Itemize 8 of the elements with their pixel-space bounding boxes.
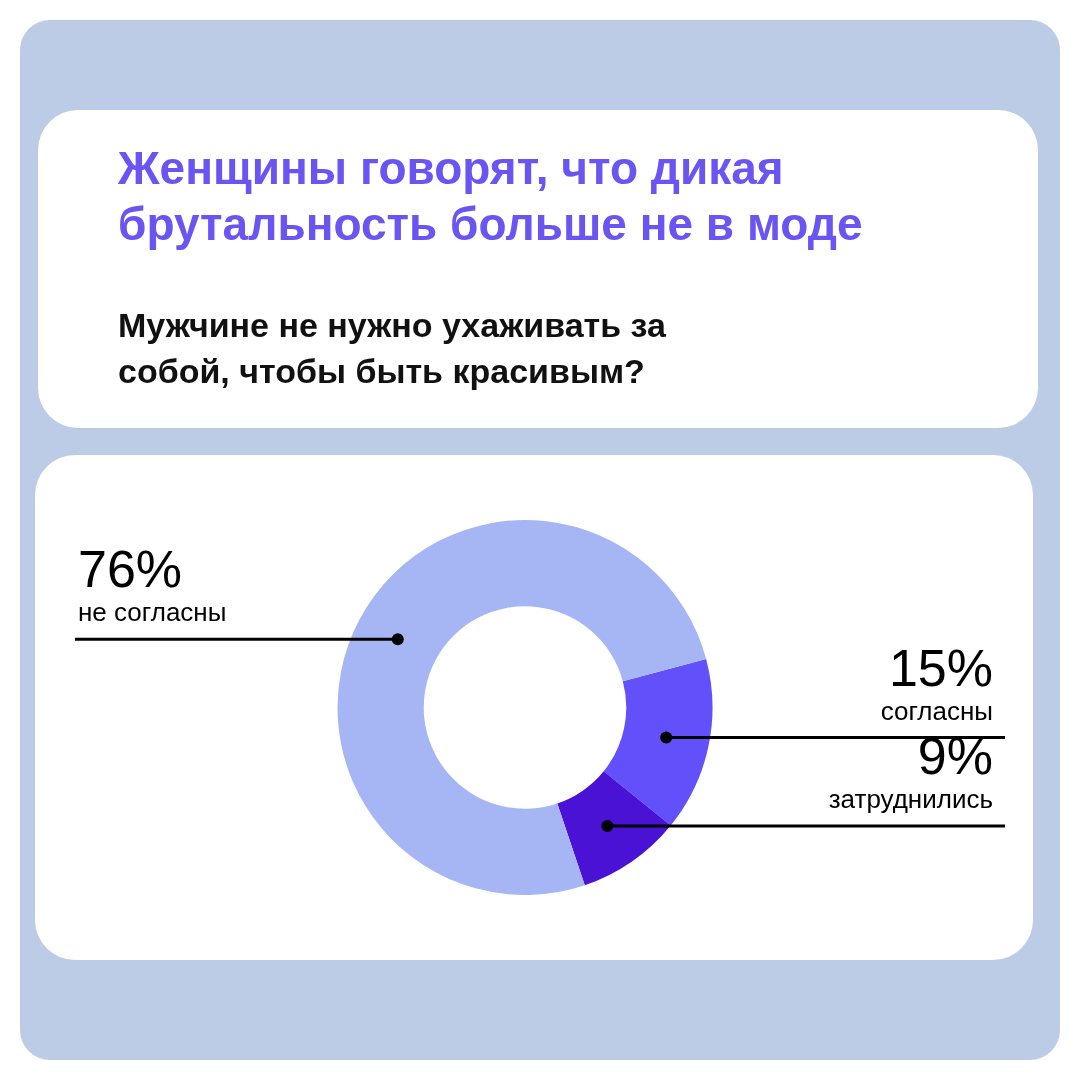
chart-subtitle: Мужчине не нужно ухаживать за собой, чтобы быть красивым? [118, 305, 667, 392]
data-label: 76% [78, 540, 183, 599]
slice-label: не согласны [78, 597, 227, 628]
data-label: 15% [888, 638, 993, 697]
data-label: 9% [917, 727, 993, 786]
slice-label: согласны [880, 695, 993, 726]
slice-label: затруднились [828, 784, 993, 815]
chart-title: Женщины говорят, что дикая брутальность больше не в моде [118, 141, 864, 252]
